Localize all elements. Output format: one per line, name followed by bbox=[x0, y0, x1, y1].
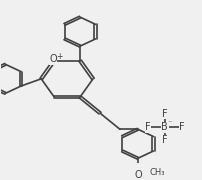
Text: F: F bbox=[162, 135, 168, 145]
Text: ⁻: ⁻ bbox=[167, 119, 171, 128]
Text: B: B bbox=[161, 122, 168, 132]
Text: F: F bbox=[145, 122, 151, 132]
Text: +: + bbox=[56, 52, 62, 61]
Text: F: F bbox=[162, 109, 168, 119]
Text: O: O bbox=[49, 54, 57, 64]
Text: O: O bbox=[134, 170, 142, 180]
Text: F: F bbox=[179, 122, 184, 132]
Text: CH₃: CH₃ bbox=[150, 168, 165, 177]
